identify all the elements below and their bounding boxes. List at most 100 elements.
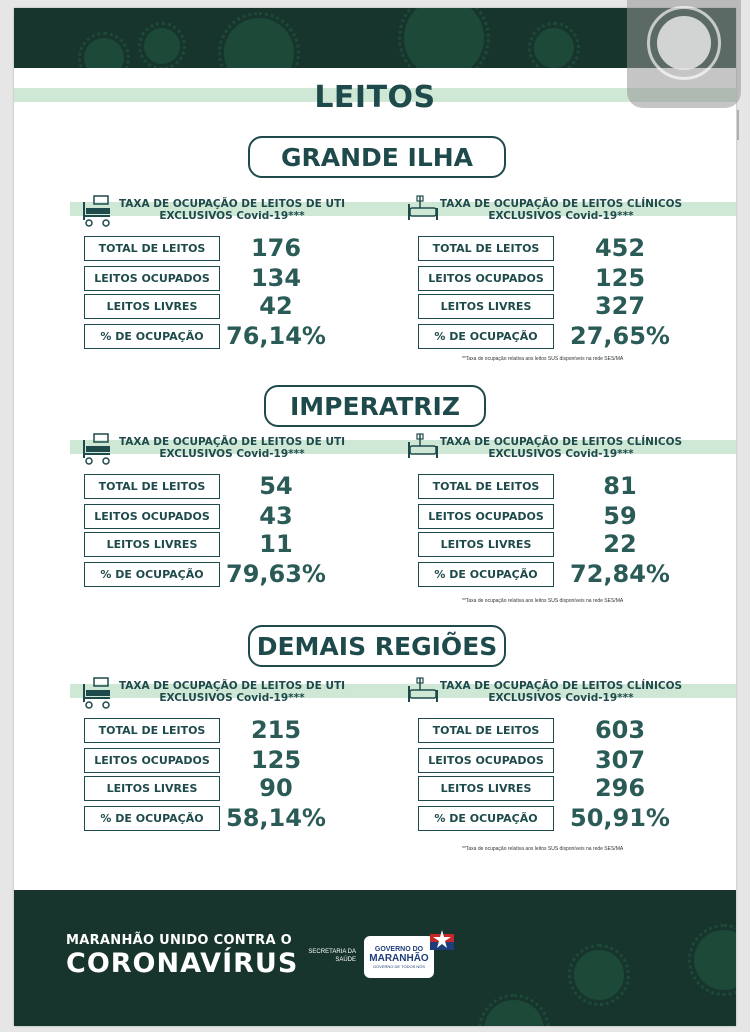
overlay-button-ring — [647, 6, 721, 80]
page-title: LEITOS — [314, 80, 436, 115]
clinicos-value-percent-ocupacao: 50,91% — [570, 804, 670, 832]
uti-title-line-2: EXCLUSIVOS Covid-19*** — [159, 692, 305, 704]
secretaria-line-2: SAÚDE — [335, 957, 356, 963]
clinicos-block-title: TAXA DE OCUPAÇÃO DE LEITOS CLÍNICOS EXCLU… — [436, 198, 686, 222]
governo-maranhao-logo: GOVERNO DO MARANHÃO GOVERNO DE TODOS NÓS — [362, 928, 458, 980]
clinicos-title-line-1: TAXA DE OCUPAÇÃO DE LEITOS CLÍNICOS — [439, 680, 683, 692]
clinicos-label-leitos-livres: LEITOS LIVRES — [418, 294, 554, 319]
secretaria-line-1: SECRETARIA DA — [308, 949, 356, 955]
logo-line-1: GOVERNO DO — [374, 945, 424, 953]
clinicos-value-leitos-ocupados: 59 — [603, 502, 637, 530]
clinicos-title-line-1: TAXA DE OCUPAÇÃO DE LEITOS CLÍNICOS — [439, 198, 683, 210]
clinicos-title-line-2: EXCLUSIVOS Covid-19*** — [488, 692, 634, 704]
uti-block-title: TAXA DE OCUPAÇÃO DE LEITOS DE UTI EXCLUSI… — [112, 198, 352, 222]
block-title-stripe — [70, 684, 736, 698]
uti-label-percent-ocupacao: % DE OCUPAÇÃO — [84, 806, 220, 831]
uti-value-leitos-livres: 42 — [259, 292, 293, 320]
icu-bed-icon — [83, 433, 110, 465]
virus-decoration — [528, 22, 580, 68]
uti-label-leitos-livres: LEITOS LIVRES — [84, 776, 220, 801]
clinicos-title-line-2: EXCLUSIVOS Covid-19*** — [488, 210, 634, 222]
uti-label-total-leitos: TOTAL DE LEITOS — [84, 718, 220, 743]
footnote: **Taxa de ocupação relativa aos leitos S… — [462, 356, 624, 362]
uti-title-line-1: TAXA DE OCUPAÇÃO DE LEITOS DE UTI — [118, 436, 346, 448]
clinicos-label-total-leitos: TOTAL DE LEITOS — [418, 474, 554, 499]
uti-label-leitos-livres: LEITOS LIVRES — [84, 532, 220, 557]
star-flag-icon — [430, 930, 454, 950]
clinicos-label-leitos-livres: LEITOS LIVRES — [418, 532, 554, 557]
block-title-stripe — [70, 440, 736, 454]
uti-label-leitos-ocupados: LEITOS OCUPADOS — [84, 748, 220, 773]
clinicos-label-total-leitos: TOTAL DE LEITOS — [418, 718, 554, 743]
uti-title-line-2: EXCLUSIVOS Covid-19*** — [159, 210, 305, 222]
virus-decoration — [568, 944, 630, 1006]
screenshot-overlay-button[interactable] — [627, 0, 741, 108]
uti-block-title: TAXA DE OCUPAÇÃO DE LEITOS DE UTI EXCLUSI… — [112, 436, 352, 460]
uti-label-leitos-ocupados: LEITOS OCUPADOS — [84, 266, 220, 291]
clinicos-label-leitos-livres: LEITOS LIVRES — [418, 776, 554, 801]
uti-title-line-1: TAXA DE OCUPAÇÃO DE LEITOS DE UTI — [118, 198, 346, 210]
hospital-bed-icon — [408, 677, 438, 702]
uti-value-leitos-livres: 90 — [259, 774, 293, 802]
infographic-page: LEITOS GRANDE ILHA IMPERATRIZ DEMAIS REG… — [14, 8, 736, 1026]
uti-label-percent-ocupacao: % DE OCUPAÇÃO — [84, 324, 220, 349]
logo-box: GOVERNO DO MARANHÃO GOVERNO DE TODOS NÓS — [364, 936, 434, 978]
hospital-bed-icon — [408, 195, 438, 220]
virus-decoration — [688, 924, 736, 996]
uti-value-total-leitos: 54 — [259, 472, 293, 500]
block-title-stripe — [70, 202, 736, 216]
uti-value-leitos-ocupados: 134 — [250, 264, 302, 292]
virus-decoration — [218, 12, 300, 68]
clinicos-label-leitos-ocupados: LEITOS OCUPADOS — [418, 504, 554, 529]
region-title-demais-regioes: DEMAIS REGIÕES — [248, 625, 506, 667]
clinicos-value-leitos-livres: 327 — [594, 292, 646, 320]
clinicos-value-percent-ocupacao: 72,84% — [570, 560, 670, 588]
uti-value-percent-ocupacao: 79,63% — [226, 560, 326, 588]
header-band — [14, 8, 736, 68]
clinicos-label-percent-ocupacao: % DE OCUPAÇÃO — [418, 324, 554, 349]
clinicos-title-line-1: TAXA DE OCUPAÇÃO DE LEITOS CLÍNICOS — [439, 436, 683, 448]
hospital-bed-icon — [408, 433, 438, 458]
uti-label-leitos-ocupados: LEITOS OCUPADOS — [84, 504, 220, 529]
clinicos-label-percent-ocupacao: % DE OCUPAÇÃO — [418, 806, 554, 831]
uti-value-percent-ocupacao: 76,14% — [226, 322, 326, 350]
uti-value-leitos-ocupados: 43 — [259, 502, 293, 530]
uti-label-leitos-livres: LEITOS LIVRES — [84, 294, 220, 319]
clinicos-label-leitos-ocupados: LEITOS OCUPADOS — [418, 748, 554, 773]
clinicos-value-total-leitos: 452 — [594, 234, 646, 262]
virus-decoration — [478, 994, 550, 1026]
clinicos-title-line-2: EXCLUSIVOS Covid-19*** — [488, 448, 634, 460]
uti-value-total-leitos: 176 — [250, 234, 302, 262]
uti-label-percent-ocupacao: % DE OCUPAÇÃO — [84, 562, 220, 587]
clinicos-value-total-leitos: 603 — [594, 716, 646, 744]
logo-line-2: MARANHÃO — [369, 952, 429, 964]
uti-label-total-leitos: TOTAL DE LEITOS — [84, 236, 220, 261]
clinicos-value-leitos-livres: 296 — [594, 774, 646, 802]
uti-label-total-leitos: TOTAL DE LEITOS — [84, 474, 220, 499]
clinicos-value-percent-ocupacao: 27,65% — [570, 322, 670, 350]
clinicos-block-title: TAXA DE OCUPAÇÃO DE LEITOS CLÍNICOS EXCLU… — [436, 436, 686, 460]
uti-value-leitos-livres: 11 — [259, 530, 293, 558]
overlay-button-core — [657, 16, 711, 70]
icu-bed-icon — [83, 677, 110, 709]
secretaria-label: SECRETARIA DA SAÚDE — [304, 948, 356, 964]
uti-value-leitos-ocupados: 125 — [250, 746, 302, 774]
uti-value-total-leitos: 215 — [250, 716, 302, 744]
clinicos-value-leitos-livres: 22 — [603, 530, 637, 558]
logo-line-3: GOVERNO DE TODOS NÓS — [372, 963, 426, 969]
uti-title-line-1: TAXA DE OCUPAÇÃO DE LEITOS DE UTI — [118, 680, 346, 692]
clinicos-value-leitos-ocupados: 307 — [594, 746, 646, 774]
virus-decoration — [138, 22, 186, 68]
scroll-indicator — [737, 110, 739, 140]
clinicos-value-total-leitos: 81 — [603, 472, 637, 500]
region-title-grande-ilha: GRANDE ILHA — [248, 136, 506, 178]
clinicos-label-leitos-ocupados: LEITOS OCUPADOS — [418, 266, 554, 291]
uti-title-line-2: EXCLUSIVOS Covid-19*** — [159, 448, 305, 460]
virus-decoration — [398, 8, 490, 68]
footer: MARANHÃO UNIDO CONTRA O CORONAVÍRUS SECR… — [14, 890, 736, 1026]
slogan-line-1: MARANHÃO UNIDO CONTRA O — [66, 933, 292, 948]
icu-bed-icon — [83, 195, 110, 227]
uti-value-percent-ocupacao: 58,14% — [226, 804, 326, 832]
virus-decoration — [78, 32, 130, 68]
